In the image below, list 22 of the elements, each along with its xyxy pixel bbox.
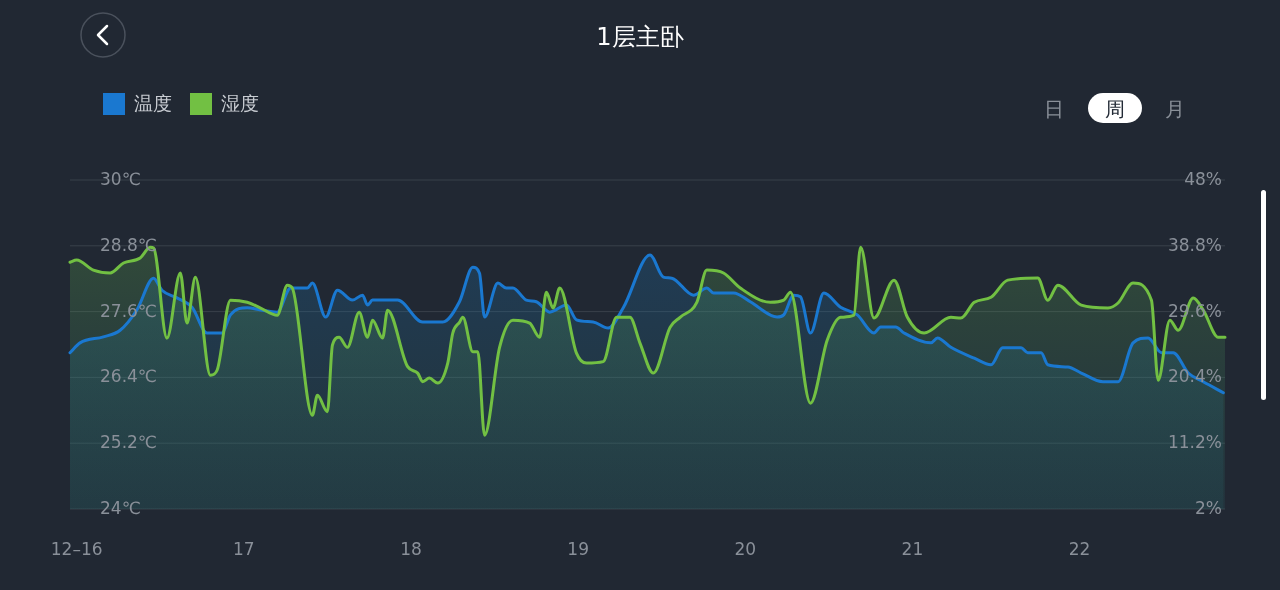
y-tick-label: 24℃ <box>100 498 141 518</box>
text: 周 <box>1105 97 1125 121</box>
x-tick-label: 12–16 <box>50 539 103 559</box>
y2-tick-label: 38.8% <box>1167 234 1222 255</box>
y-tick-label: 28.8℃ <box>100 234 157 255</box>
x-tick-label: 22 <box>1068 539 1091 559</box>
text: 月 <box>1165 97 1185 121</box>
x-tick-label: 19 <box>567 539 589 559</box>
x-tick-label: 17 <box>233 539 255 559</box>
x-tick-label: 18 <box>400 539 422 559</box>
y2-tick-label: 2% <box>1195 498 1222 518</box>
legend-label: 湿度 <box>221 91 259 114</box>
chart-title: 1层主卧 <box>596 23 684 51</box>
x-tick-label: 21 <box>901 539 924 559</box>
y2-tick-label: 11.2% <box>1167 432 1222 453</box>
y-tick-label: 26.4℃ <box>100 366 157 387</box>
y2-tick-label: 48% <box>1184 169 1222 189</box>
legend-label: 温度 <box>134 91 172 114</box>
y-tick-label: 30℃ <box>100 169 141 189</box>
x-tick-label: 20 <box>734 539 757 559</box>
text: 日 <box>1044 97 1064 121</box>
y-tick-label: 25.2℃ <box>100 432 157 453</box>
